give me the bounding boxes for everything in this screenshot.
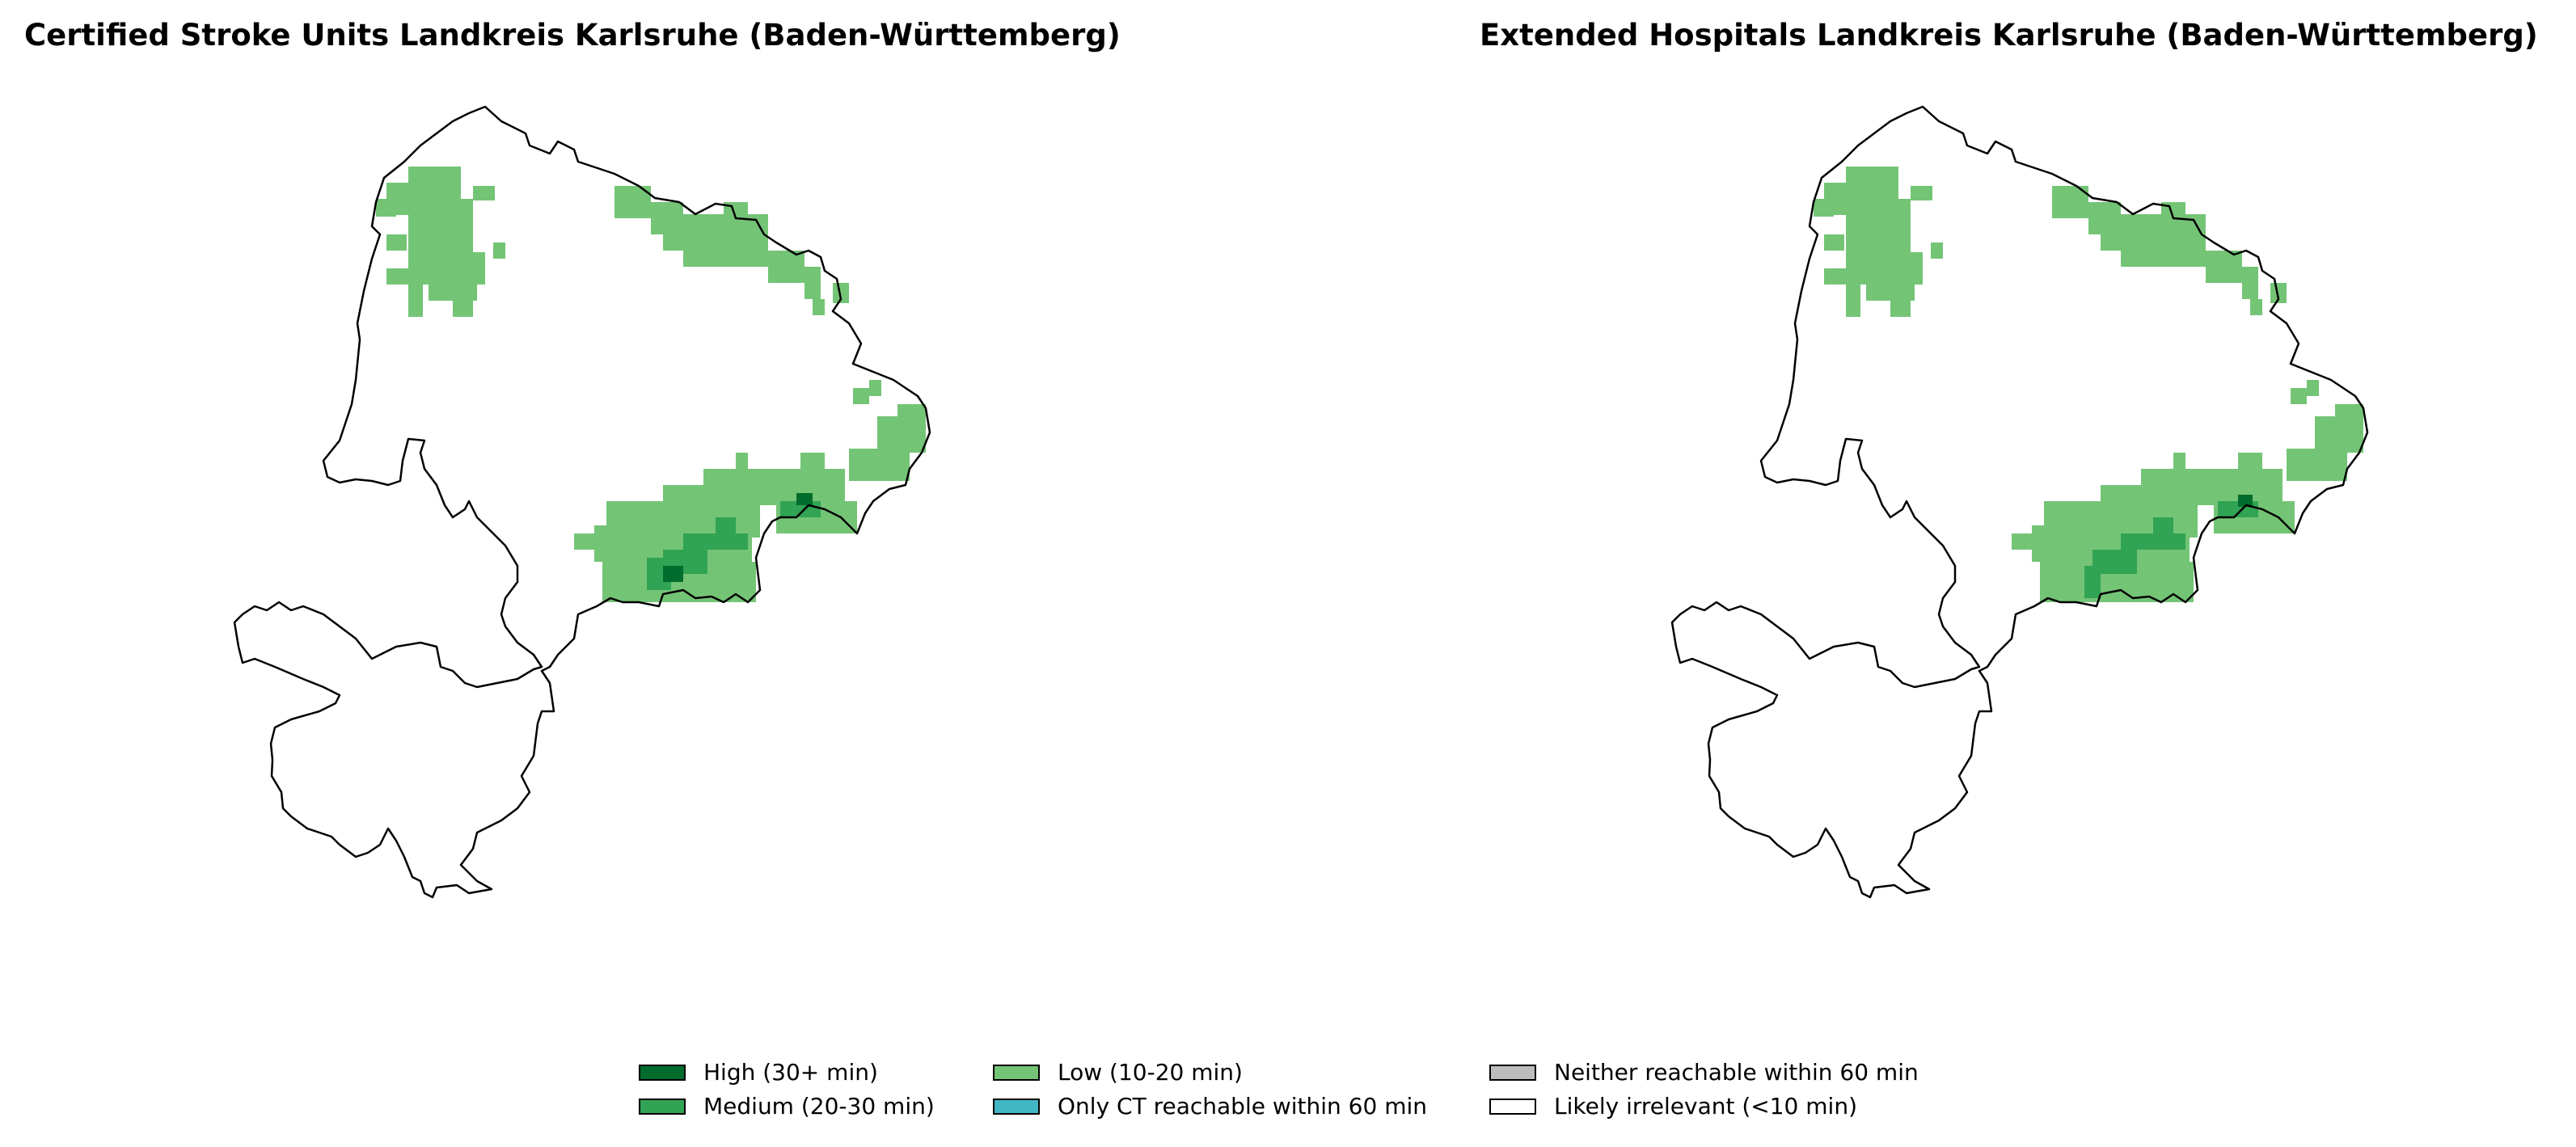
legend-item-neither: Neither reachable within 60 min <box>1489 1059 1919 1086</box>
legend-swatch-low <box>993 1064 1040 1081</box>
legend-label-medium: Medium (20-30 min) <box>703 1093 935 1120</box>
legend-label-neither: Neither reachable within 60 min <box>1554 1059 1919 1086</box>
legend-label-high: High (30+ min) <box>703 1059 878 1086</box>
legend-item-ct-only: Only CT reachable within 60 min <box>993 1093 1427 1120</box>
legend-label-irrelevant: Likely irrelevant (<10 min) <box>1554 1093 1857 1120</box>
legend-swatch-neither <box>1489 1064 1536 1081</box>
legend-label-low: Low (10-20 min) <box>1058 1059 1243 1086</box>
legend-swatch-medium <box>639 1098 686 1115</box>
legend-swatch-ct-only <box>993 1098 1040 1115</box>
panel-title-right: Extended Hospitals Landkreis Karlsruhe (… <box>1480 18 2538 53</box>
map-right <box>1670 105 2369 899</box>
legend-item-medium: Medium (20-30 min) <box>639 1093 935 1120</box>
legend-label-ct-only: Only CT reachable within 60 min <box>1058 1093 1428 1120</box>
legend-swatch-high <box>639 1064 686 1081</box>
legend-item-high: High (30+ min) <box>639 1059 878 1086</box>
legend-item-irrelevant: Likely irrelevant (<10 min) <box>1489 1093 1857 1120</box>
map-left <box>233 105 931 899</box>
legend-item-low: Low (10-20 min) <box>993 1059 1243 1086</box>
panel-title-left: Certified Stroke Units Landkreis Karlsru… <box>24 18 1121 53</box>
map-left-hotspot <box>647 493 821 590</box>
legend-swatch-irrelevant <box>1489 1098 1536 1115</box>
map-right-hotspot <box>2084 495 2258 598</box>
